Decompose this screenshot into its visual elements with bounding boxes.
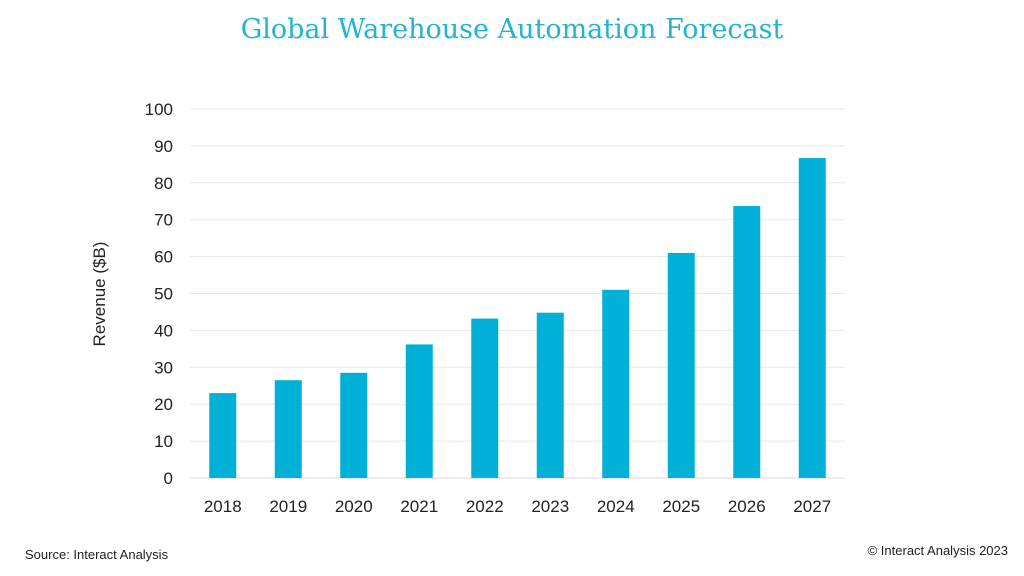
y-tick-label: 100 [145,100,173,119]
y-tick-label: 30 [154,358,173,377]
bar-2018 [209,393,237,478]
y-tick-label: 0 [164,469,173,488]
y-axis-label: Revenue ($B) [90,242,109,347]
bar-2026 [733,206,761,478]
y-tick-label: 70 [154,211,173,230]
y-tick-label: 80 [154,174,173,193]
bar-2019 [274,380,302,478]
x-tick-label: 2025 [662,497,700,516]
bar-2022 [471,318,499,478]
bar-2024 [602,289,630,478]
y-axis-tick-labels: 0 10 20 30 40 50 60 70 80 90 100 [145,100,173,488]
x-tick-label: 2019 [269,497,307,516]
y-tick-label: 20 [154,395,173,414]
x-tick-label: 2023 [531,497,569,516]
bar-2025 [667,252,695,478]
y-tick-label: 60 [154,248,173,267]
copyright-note: © Interact Analysis 2023 [867,543,1008,558]
y-tick-label: 50 [154,285,173,304]
bar-2027 [798,158,826,478]
source-note: Source: Interact Analysis [25,547,169,562]
y-tick-label: 40 [154,321,173,340]
x-tick-label: 2021 [400,497,438,516]
x-tick-label: 2027 [793,497,831,516]
x-tick-label: 2024 [597,497,635,516]
x-tick-label: 2026 [728,497,766,516]
x-tick-label: 2022 [466,497,504,516]
bar-2023 [536,312,564,478]
x-tick-label: 2020 [335,497,373,516]
bar-2020 [340,372,368,478]
y-tick-label: 10 [154,432,173,451]
bar-2021 [405,344,433,478]
x-axis-tick-labels: 2018 2019 2020 2021 2022 2023 2024 2025 2026 2027 [204,497,831,516]
bars [209,158,826,478]
x-tick-label: 2018 [204,497,242,516]
chart-title: Global Warehouse Automation Forecast [240,14,784,45]
y-tick-label: 90 [154,137,173,156]
